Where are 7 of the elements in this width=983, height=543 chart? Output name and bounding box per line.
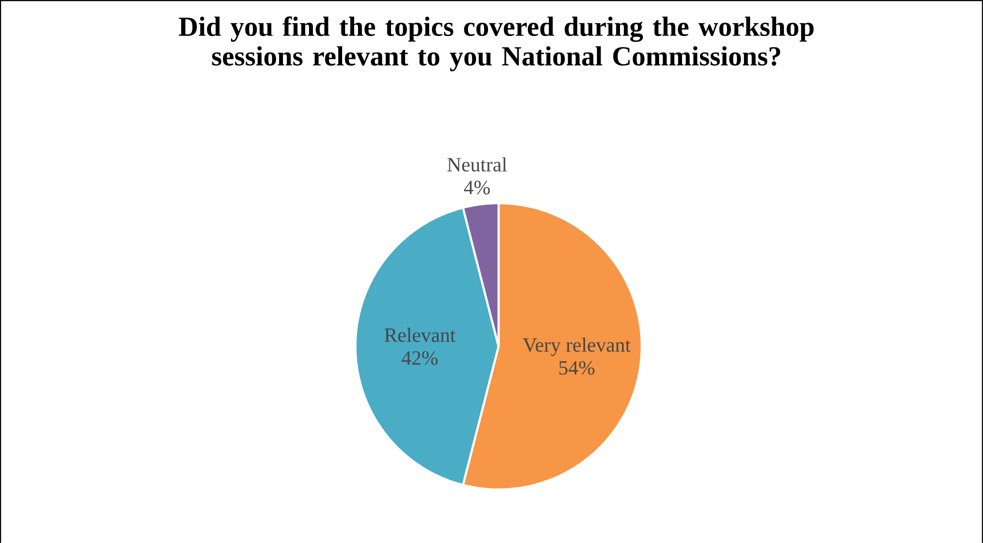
data-label: 4%	[464, 180, 490, 194]
data-label: 42%	[402, 350, 438, 365]
chart-title: Did you find the topics covered during the workshop sessions relevant to you National Commissions?	[178, 16, 814, 72]
slice-label: Neutral	[447, 157, 507, 172]
slice-label: Very relevant	[522, 337, 631, 356]
data-label: 54%	[559, 360, 594, 375]
slice-label: Relevant	[384, 328, 456, 342]
